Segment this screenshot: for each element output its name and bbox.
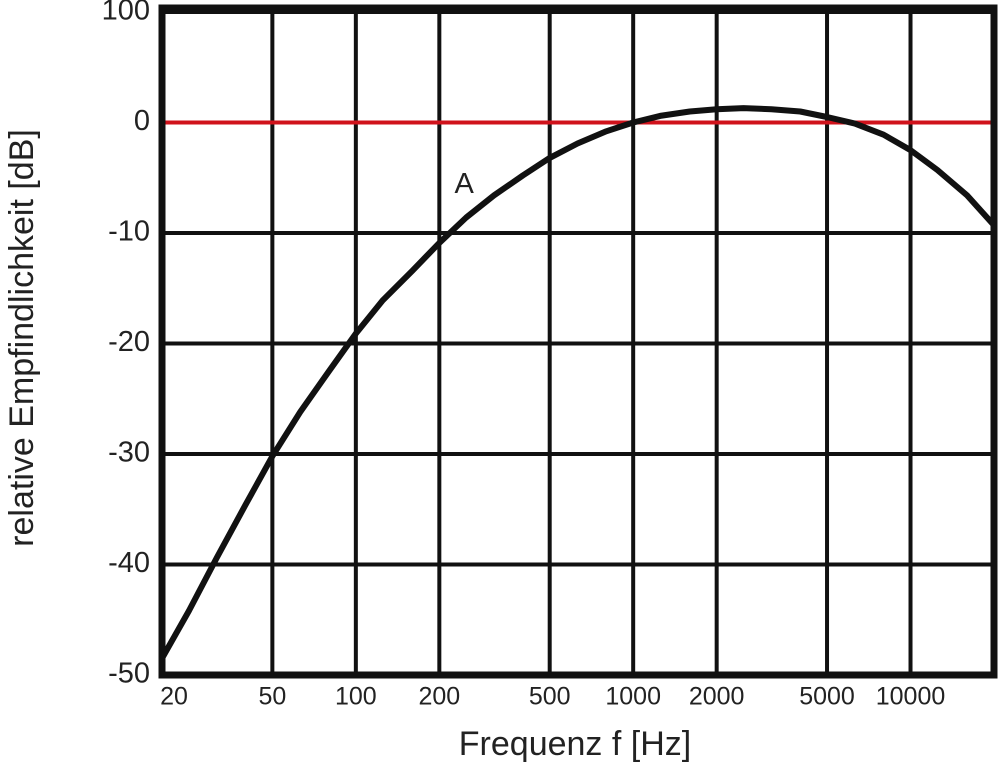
x-tick-label: 5000 [799,683,855,711]
plot-frame [158,4,998,679]
series-label: A [455,168,475,200]
x-tick-label: 50 [258,683,286,711]
x-tick-label: 20 [160,683,188,711]
x-tick-label: 1000 [605,683,661,711]
x-tick-label: 10000 [876,683,946,711]
x-axis-title: Frequenz f [Hz] [459,725,691,763]
y-tick-label: 0 [134,105,150,137]
x-tick-label: 500 [529,683,571,711]
x-tick-label: 100 [335,683,377,711]
y-tick-label: -20 [108,326,150,358]
x-tick-label: 200 [418,683,460,711]
y-tick-label: -30 [108,437,150,469]
y-tick-label: -10 [108,216,150,248]
line-series [159,105,997,660]
y-tick-label: -50 [108,658,150,690]
y-tick-label: 100 [102,0,150,27]
y-axis-title: relative Empfindlichkeit [dB] [3,129,41,547]
y-tick-label: -40 [108,547,150,579]
x-tick-label: 2000 [689,683,745,711]
